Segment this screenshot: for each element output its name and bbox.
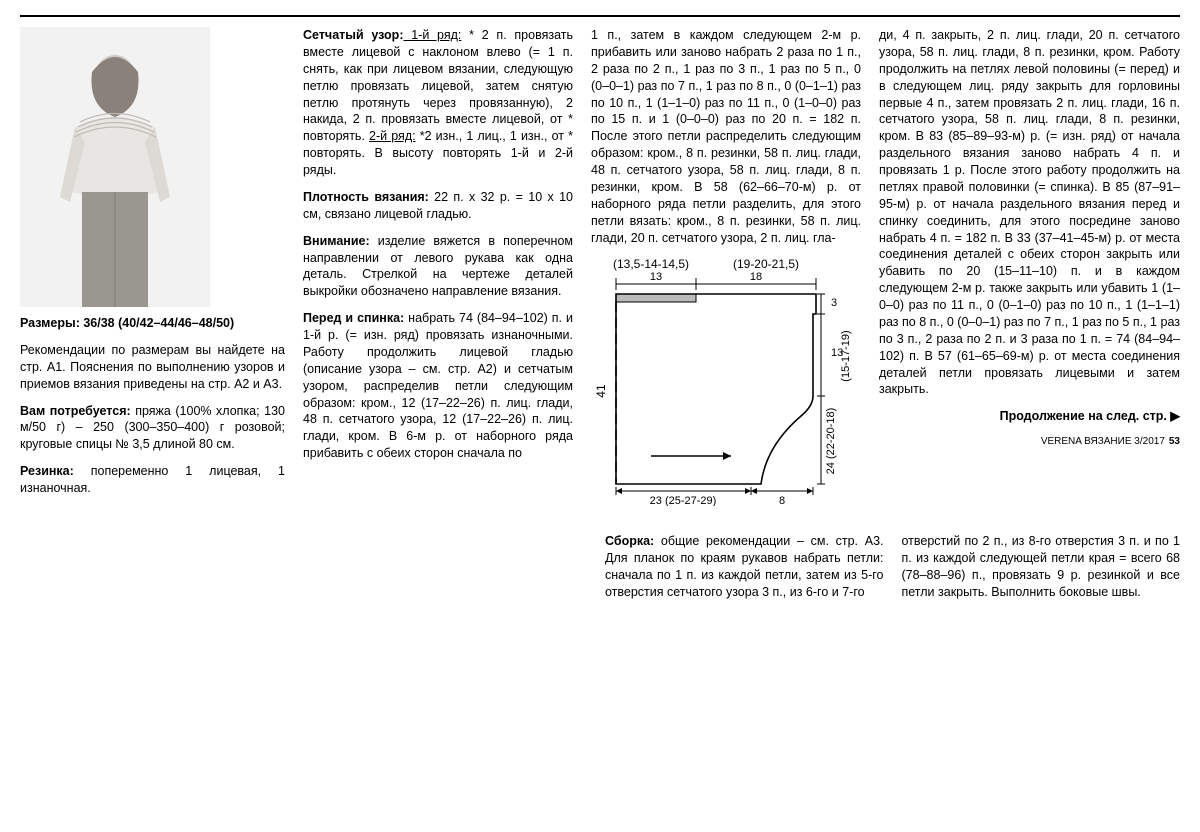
svg-text:3: 3 — [831, 297, 837, 309]
footer-page: 53 — [1169, 435, 1180, 449]
column-1: Размеры: 36/38 (40/42–44/46–48/50) Реком… — [20, 27, 285, 521]
footer-magazine: VERENA ВЯЗАНИЕ 3/2017 — [1041, 435, 1165, 449]
sizes-note: Рекомендации по размерам вы найдете на с… — [20, 342, 285, 393]
lower-columns: Сборка: общие рекомендации – см. стр. А3… — [605, 533, 1180, 611]
col4-text: ди, 4 п. закрыть, 2 п. лиц. глади, 20 п.… — [879, 27, 1180, 398]
assembly-label: Сборка: — [605, 534, 654, 548]
column-2: Сетчатый узор: 1-й ряд: * 2 п. провязать… — [303, 27, 573, 521]
mesh-row2-label: 2-й ряд: — [369, 129, 416, 143]
assembly-text-2: отверстий по 2 п., из 8-го отверстия 3 п… — [902, 533, 1181, 601]
page-footer: VERENA ВЯЗАНИЕ 3/2017 53 — [879, 435, 1180, 449]
frontback-text: набрать 74 (84–94–102) п. и 1-й р. (= из… — [303, 311, 573, 460]
svg-text:18: 18 — [750, 271, 762, 283]
diag-top-left: (13,5-14-14,5) — [613, 257, 689, 271]
mesh-row1-label: 1-й ряд: — [403, 28, 461, 42]
assembly-col1: Сборка: общие рекомендации – см. стр. А3… — [605, 533, 884, 611]
svg-text:23 (25-27-29): 23 (25-27-29) — [650, 495, 717, 506]
materials-label: Вам потребуется: — [20, 404, 131, 418]
svg-text:(15-17-19): (15-17-19) — [840, 331, 852, 382]
mesh-row1: * 2 п. провязать вместе лицевой с наклон… — [303, 28, 573, 143]
svg-text:8: 8 — [779, 495, 785, 506]
svg-text:13: 13 — [650, 271, 662, 283]
svg-text:41: 41 — [594, 384, 608, 398]
mesh-paragraph: Сетчатый узор: 1-й ряд: * 2 п. провязать… — [303, 27, 573, 179]
pattern-diagram: (13,5-14-14,5) (19-20-21,5) 13 18 41 — [591, 256, 861, 511]
frontback-label: Перед и спинка: — [303, 311, 404, 325]
sizes-paragraph: Размеры: 36/38 (40/42–44/46–48/50) — [20, 315, 285, 332]
attention-paragraph: Внимание: изделие вяжется в поперечном н… — [303, 233, 573, 301]
gauge-label: Плотность вязания: — [303, 190, 429, 204]
assembly-col2: отверстий по 2 п., из 8-го отверстия 3 п… — [902, 533, 1181, 611]
svg-text:24 (22-20-18): 24 (22-20-18) — [825, 408, 837, 475]
continue-text: Продолжение на след. стр. ▶ — [879, 408, 1180, 425]
materials-paragraph: Вам потребуется: пряжа (100% хлопка; 130… — [20, 403, 285, 454]
sizes-value: 36/38 (40/42–44/46–48/50) — [80, 316, 234, 330]
diag-top-right: (19-20-21,5) — [733, 257, 799, 271]
col3-text: 1 п., затем в каждом следующем 2-м р. пр… — [591, 27, 861, 246]
mesh-label: Сетчатый узор: — [303, 28, 403, 42]
model-photo — [20, 27, 210, 307]
rib-label: Резинка: — [20, 464, 74, 478]
frontback-paragraph: Перед и спинка: набрать 74 (84–94–102) п… — [303, 310, 573, 462]
main-columns: Размеры: 36/38 (40/42–44/46–48/50) Реком… — [20, 27, 1180, 521]
top-rule — [20, 15, 1180, 17]
column-3: 1 п., затем в каждом следующем 2-м р. пр… — [591, 27, 861, 521]
attention-label: Внимание: — [303, 234, 370, 248]
assembly-paragraph-1: Сборка: общие рекомендации – см. стр. А3… — [605, 533, 884, 601]
rib-paragraph: Резинка: попеременно 1 лицевая, 1 изнано… — [20, 463, 285, 497]
sizes-label: Размеры: — [20, 316, 80, 330]
gauge-paragraph: Плотность вязания: 22 п. х 32 р. = 10 х … — [303, 189, 573, 223]
column-4: ди, 4 п. закрыть, 2 п. лиц. глади, 20 п.… — [879, 27, 1180, 521]
